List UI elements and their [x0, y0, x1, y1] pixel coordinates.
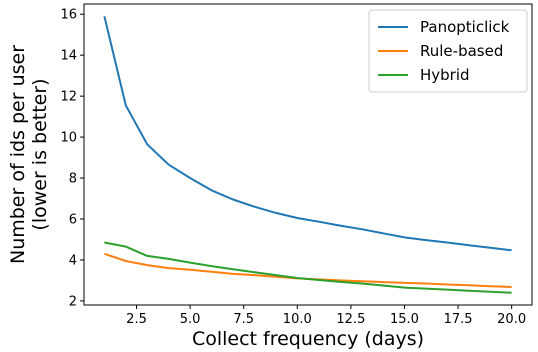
axis-ticks: 2.5 5.0 7.5 10.0 12.5 15.0 17.5 20.0 2 4 6 8 10 12 14 1… — [60, 8, 526, 327]
x-tick-label: 12.5 — [336, 312, 365, 327]
x-tick-label: 7.5 — [233, 312, 254, 327]
legend-label: Hybrid — [420, 66, 470, 84]
y-axis-label: Number of ids per user(lower is better) — [7, 45, 51, 264]
series-line-panopticlick — [103, 16, 512, 252]
x-tick-label: 17.5 — [444, 312, 473, 327]
series-lines — [103, 16, 512, 294]
plot-frame — [83, 3, 533, 306]
y-axis-label-line: (lower is better) — [29, 78, 51, 230]
legend-box — [368, 9, 528, 93]
legend-label: Panopticlick — [420, 18, 510, 36]
y-tick-label: 2 — [69, 294, 77, 309]
y-tick-label: 6 — [69, 213, 77, 228]
x-tick-label: 10.0 — [283, 312, 312, 327]
legend-label: Rule-based — [420, 42, 503, 60]
y-tick-label: 10 — [60, 131, 77, 146]
y-axis-label-line: Number of ids per user — [7, 45, 29, 264]
legend: Panopticlick Rule-based Hybrid — [368, 9, 528, 93]
x-tick-label: 20.0 — [497, 312, 526, 327]
y-tick-label: 8 — [69, 172, 77, 187]
x-tick-label: 15.0 — [390, 312, 419, 327]
y-tick-label: 12 — [60, 90, 77, 105]
x-tick-label: 5.0 — [180, 312, 201, 327]
x-tick-label: 2.5 — [126, 312, 147, 327]
y-tick-label: 4 — [69, 253, 77, 268]
y-tick-label: 14 — [60, 49, 77, 64]
series-line-hybrid — [104, 241, 512, 294]
x-axis-label: Collect frequency (days) — [192, 328, 424, 350]
y-tick-label: 16 — [60, 8, 77, 23]
